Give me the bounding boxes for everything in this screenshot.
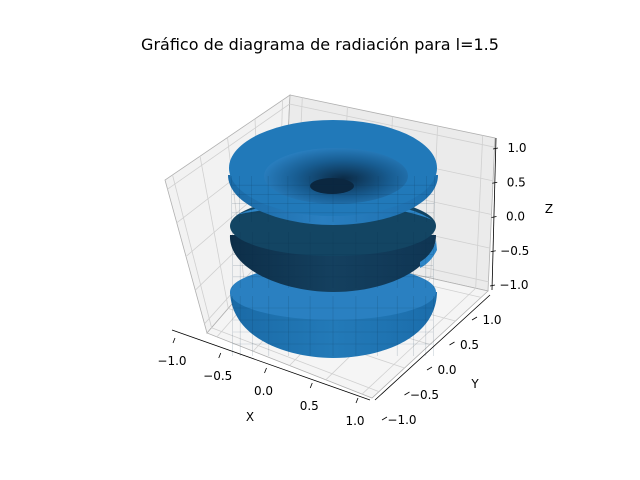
x-tick-label: −0.5 (203, 369, 232, 383)
x-tick-mark (218, 352, 222, 359)
y-tick-mark (471, 316, 478, 321)
z-tick-mark (489, 284, 496, 287)
surface-facets (231, 176, 435, 356)
chart-title: Gráfico de diagrama de radiación para l=… (141, 35, 499, 54)
x-tick-mark (172, 337, 176, 344)
axis-ticks: −1.0−0.50.00.51.0 −1.0−0.50.00.51.0−1.0−0… (157, 141, 529, 428)
grid-line (167, 103, 290, 190)
x-tick-label: −1.0 (157, 354, 186, 368)
y-tick-mark (404, 391, 410, 396)
z-tick-label: 0.5 (507, 175, 526, 189)
x-tick-label: 0.0 (254, 384, 273, 398)
grid-line (361, 287, 476, 395)
y-tick-label: −0.5 (410, 388, 439, 402)
z-tick-mark (492, 181, 498, 184)
x-axis-line (171, 329, 371, 401)
grid-line (475, 135, 484, 289)
z-tick-label: −0.5 (500, 244, 529, 258)
y-axis-line (374, 294, 491, 401)
y-tick-label: 1.0 (482, 313, 501, 327)
x-tick-mark (309, 382, 313, 389)
z-tick-label: 0.0 (506, 210, 525, 224)
y-tick-label: −1.0 (387, 413, 416, 427)
z-axis-label: Z (545, 202, 553, 216)
x-tick-label: 0.5 (300, 399, 319, 413)
grid-line (289, 103, 495, 148)
z-tick-mark (490, 250, 496, 253)
x-tick-label: 1.0 (345, 414, 364, 428)
x-tick-mark (355, 397, 359, 404)
y-tick-label: 0.0 (437, 363, 456, 377)
z-tick-label: 1.0 (507, 141, 526, 155)
top-lobe (228, 120, 438, 225)
z-axis-line (491, 137, 497, 291)
surface (228, 120, 438, 358)
z-tick-mark (491, 216, 497, 218)
z-tick-mark (492, 147, 499, 150)
y-tick-mark (381, 416, 388, 421)
y-tick-label: 0.5 (460, 338, 479, 352)
x-axis-label: X (246, 410, 254, 424)
x-tick-mark (264, 367, 267, 374)
y-tick-mark (426, 366, 433, 371)
z-tick-label: −1.0 (499, 278, 528, 292)
axis-lines (171, 137, 497, 401)
y-tick-mark (449, 341, 455, 346)
y-axis-label: Y (470, 377, 479, 391)
